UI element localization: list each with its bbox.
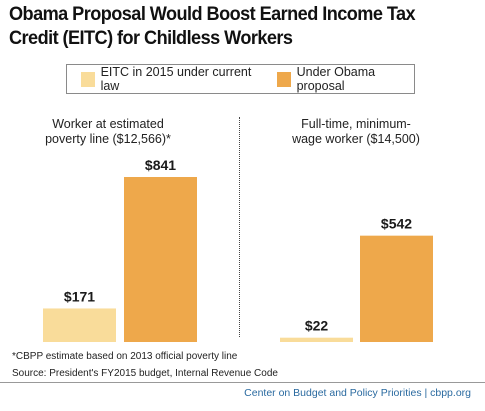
legend-item-current-law: EITC in 2015 under current law [81,65,257,93]
credit-line: Center on Budget and Policy Priorities |… [244,387,471,399]
panel-label-poverty-line-line1: Worker at estimated [52,117,164,131]
bar-obama-proposal-poverty-line [124,177,197,342]
bar-obama-proposal-minimum-wage [360,235,433,342]
legend-swatch-obama-proposal [277,71,291,87]
data-label-obama-proposal-poverty-line: $841 [145,157,176,173]
legend-item-obama-proposal: Under Obama proposal [277,65,414,93]
panel-label-poverty-line-line2: poverty line ($12,566)* [45,132,171,146]
bar-current-law-poverty-line [43,308,116,342]
panel-label-minimum-wage-line2: wage worker ($14,500) [292,132,420,146]
data-label-current-law-minimum-wage: $22 [305,318,329,334]
panel-label-minimum-wage: Full-time, minimum- wage worker ($14,500… [256,117,456,147]
data-label-obama-proposal-minimum-wage: $542 [381,216,412,232]
footnote: *CBPP estimate based on 2013 official po… [12,351,238,362]
legend-label-current-law: EITC in 2015 under current law [100,65,252,93]
legend-label-obama-proposal: Under Obama proposal [296,65,376,93]
panel-label-minimum-wage-line1: Full-time, minimum- [301,117,411,131]
credit-divider [0,382,485,383]
panel-divider [239,117,240,337]
legend: EITC in 2015 under current law Under Oba… [66,64,415,94]
panel-label-poverty-line: Worker at estimated poverty line ($12,56… [8,117,208,147]
legend-swatch-current-law [81,71,95,87]
chart-title: Obama Proposal Would Boost Earned Income… [9,3,416,49]
data-label-current-law-poverty-line: $171 [64,288,95,304]
bar-current-law-minimum-wage [280,337,353,342]
source-note: Source: President's FY2015 budget, Inter… [12,368,278,379]
